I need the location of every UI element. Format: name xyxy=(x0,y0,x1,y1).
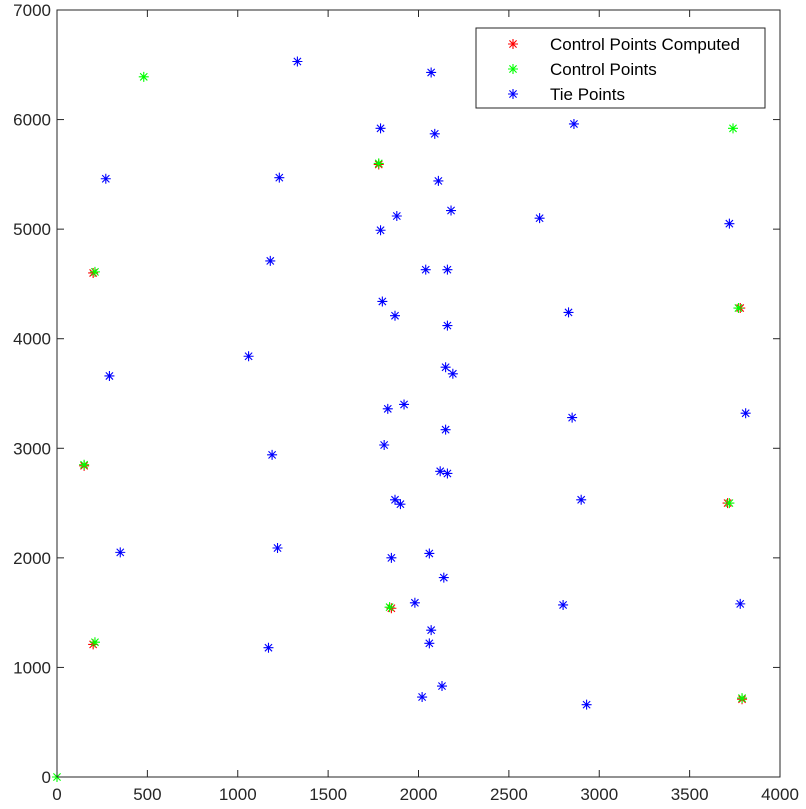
series-2 xyxy=(100,56,751,710)
data-point xyxy=(104,370,115,381)
data-point xyxy=(426,625,437,636)
data-point xyxy=(115,547,126,558)
data-point xyxy=(436,681,447,692)
data-point xyxy=(395,499,406,510)
y-tick-label: 2000 xyxy=(13,549,51,568)
data-point xyxy=(267,449,278,460)
y-tick-label: 1000 xyxy=(13,658,51,677)
legend-entry: Control Points xyxy=(508,60,657,79)
data-point xyxy=(563,307,574,318)
data-point xyxy=(375,225,386,236)
data-point xyxy=(534,213,545,224)
data-point xyxy=(568,118,579,129)
y-tick-label: 6000 xyxy=(13,111,51,130)
legend: Control Points Computed Control Points Tie… xyxy=(475,27,766,109)
data-point xyxy=(265,255,276,266)
data-marks xyxy=(52,56,751,782)
x-tick-label: 4000 xyxy=(761,785,799,804)
data-point xyxy=(89,266,100,277)
x-tick-label: 3500 xyxy=(671,785,709,804)
x-tick-label: 1500 xyxy=(309,785,347,804)
data-point xyxy=(424,638,435,649)
legend-label: Control Points Computed xyxy=(550,35,740,54)
data-point xyxy=(390,494,401,505)
data-point xyxy=(263,642,274,653)
data-point xyxy=(272,542,283,553)
data-point xyxy=(442,264,453,275)
axis-ticks: 0 500 1000 1500 2000 2500 3000 3500 4000 0 1000 200… xyxy=(13,1,799,804)
data-point xyxy=(735,598,746,609)
data-point xyxy=(373,158,384,169)
legend-entry: Tie Points xyxy=(508,85,625,104)
data-point xyxy=(442,468,453,479)
legend-entry: Control Points Computed xyxy=(508,35,740,54)
y-tick-label: 4000 xyxy=(13,330,51,349)
data-point xyxy=(377,296,388,307)
data-point xyxy=(433,175,444,186)
data-point xyxy=(382,403,393,414)
data-point xyxy=(440,424,451,435)
legend-marker xyxy=(508,64,518,74)
data-point xyxy=(379,439,390,450)
x-tick-label: 1000 xyxy=(219,785,257,804)
data-point xyxy=(292,56,303,67)
data-point xyxy=(724,218,735,229)
plot-area xyxy=(56,9,781,778)
legend-label: Control Points xyxy=(550,60,657,79)
data-point xyxy=(558,599,569,610)
data-point xyxy=(737,693,748,704)
x-tick-label: 2000 xyxy=(400,785,438,804)
data-point xyxy=(420,264,431,275)
x-tick-label: 2500 xyxy=(490,785,528,804)
data-point xyxy=(440,362,451,373)
data-point xyxy=(435,466,446,477)
data-point xyxy=(243,351,254,362)
y-tick-label: 5000 xyxy=(13,220,51,239)
data-point xyxy=(424,548,435,559)
data-point xyxy=(728,123,739,134)
data-point xyxy=(386,552,397,563)
data-point xyxy=(576,494,587,505)
data-point xyxy=(89,637,100,648)
data-point xyxy=(390,310,401,321)
data-point xyxy=(446,205,457,216)
data-point xyxy=(447,368,458,379)
data-point xyxy=(375,123,386,134)
data-point xyxy=(100,173,111,184)
data-point xyxy=(138,71,149,82)
data-point xyxy=(384,602,395,613)
data-point xyxy=(391,210,402,221)
data-point xyxy=(442,320,453,331)
x-tick-label: 0 xyxy=(52,785,61,804)
data-point xyxy=(581,699,592,710)
data-point xyxy=(438,572,449,583)
data-point xyxy=(733,303,744,314)
legend-marker xyxy=(508,39,518,49)
legend-marker xyxy=(508,89,518,99)
data-point xyxy=(399,399,410,410)
data-point xyxy=(429,128,440,139)
data-point xyxy=(740,408,751,419)
x-tick-label: 3000 xyxy=(580,785,618,804)
y-tick-label: 3000 xyxy=(13,439,51,458)
legend-box xyxy=(475,27,766,109)
x-tick-label: 500 xyxy=(133,785,161,804)
data-point xyxy=(409,597,420,608)
data-point xyxy=(79,459,90,470)
data-point xyxy=(417,692,428,703)
y-tick-label: 7000 xyxy=(13,1,51,20)
y-tick-label: 0 xyxy=(42,768,51,787)
legend-label: Tie Points xyxy=(550,85,625,104)
data-point xyxy=(274,172,285,183)
data-point xyxy=(567,412,578,423)
data-point xyxy=(426,67,437,78)
data-point xyxy=(724,498,735,509)
